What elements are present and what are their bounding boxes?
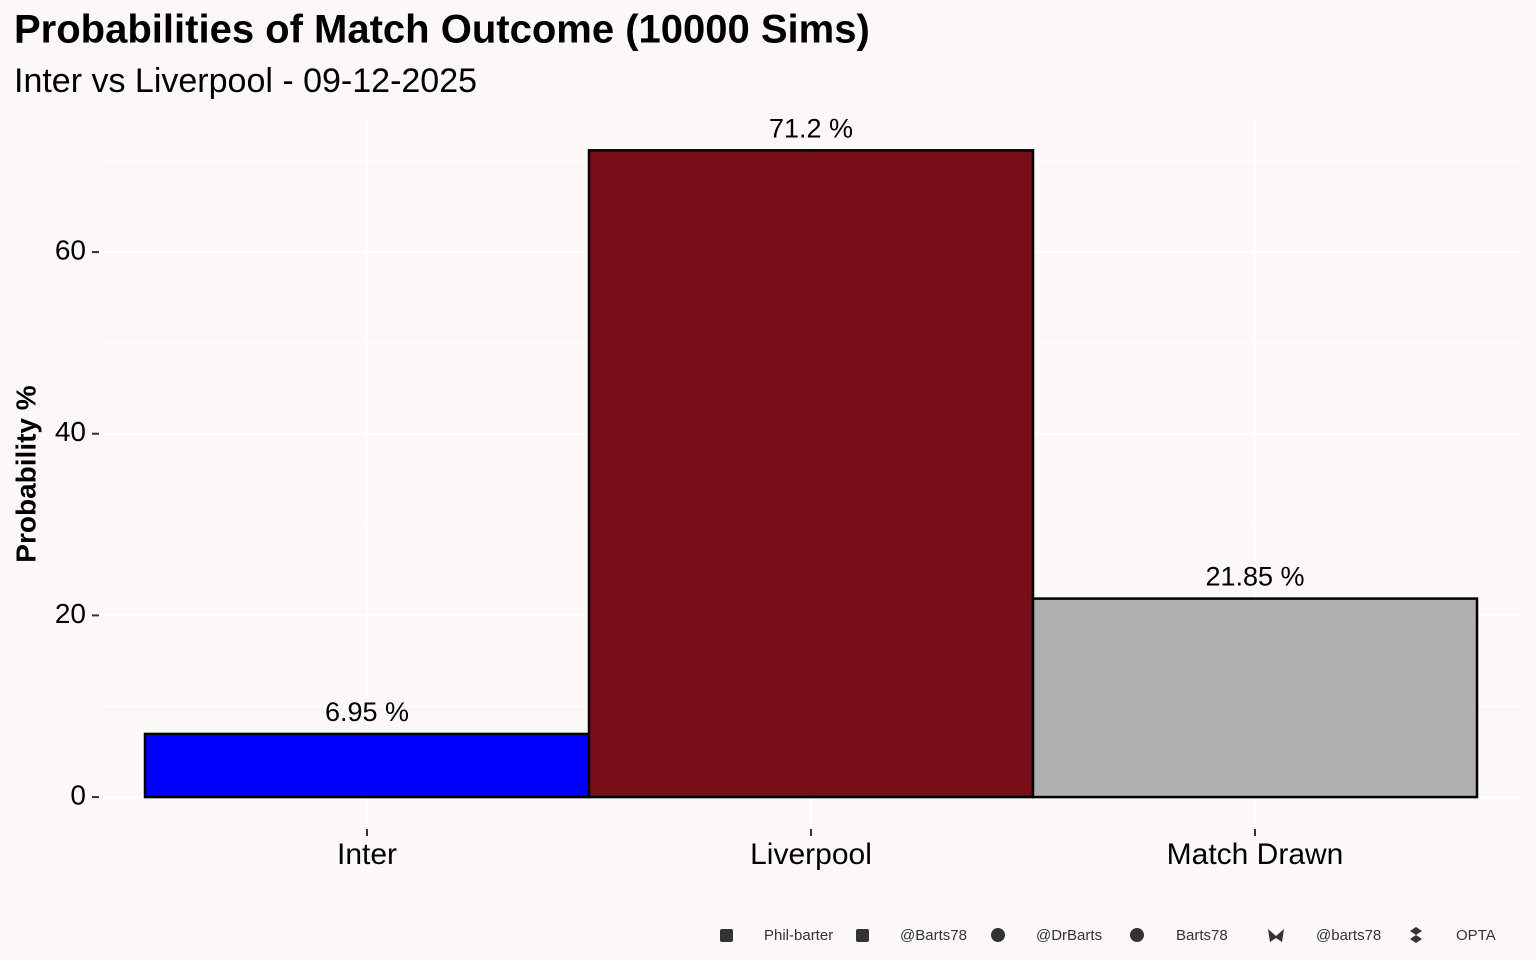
caption-text: @DrBarts bbox=[1036, 927, 1102, 944]
x-tick-label: Match Drawn bbox=[1167, 838, 1344, 871]
caption-text: Barts78 bbox=[1176, 927, 1228, 944]
caption-text: @Barts78 bbox=[900, 927, 967, 944]
y-tick-label: 40 bbox=[55, 416, 86, 447]
dropbox-icon bbox=[1410, 927, 1422, 943]
bar bbox=[587, 149, 1035, 799]
y-tick-label: 60 bbox=[55, 234, 86, 265]
y-tick-label: 20 bbox=[55, 598, 86, 629]
mastodon-icon bbox=[991, 928, 1005, 942]
chart-title: Probabilities of Match Outcome (10000 Si… bbox=[14, 8, 870, 52]
value-label: 71.2 % bbox=[769, 113, 853, 143]
chart-subtitle: Inter vs Liverpool - 09-12-2025 bbox=[14, 62, 477, 100]
value-label: 6.95 % bbox=[325, 697, 409, 727]
bar bbox=[143, 732, 591, 799]
github-icon bbox=[1130, 928, 1144, 942]
x-tick-label: Inter bbox=[337, 838, 397, 871]
linkedin-icon bbox=[720, 929, 733, 942]
x-tick-label: Liverpool bbox=[750, 838, 872, 871]
x-icon bbox=[856, 929, 869, 942]
caption-icons bbox=[720, 927, 1422, 943]
bar bbox=[1031, 597, 1479, 799]
caption-text: Phil-barter bbox=[764, 927, 833, 944]
bluesky-icon bbox=[1268, 929, 1284, 942]
y-axis-label: Probability % bbox=[10, 385, 41, 562]
y-tick-label: 0 bbox=[70, 779, 86, 810]
value-label: 21.85 % bbox=[1205, 562, 1304, 592]
caption-text: @barts78 bbox=[1316, 927, 1381, 944]
caption-text: OPTA bbox=[1456, 927, 1496, 944]
